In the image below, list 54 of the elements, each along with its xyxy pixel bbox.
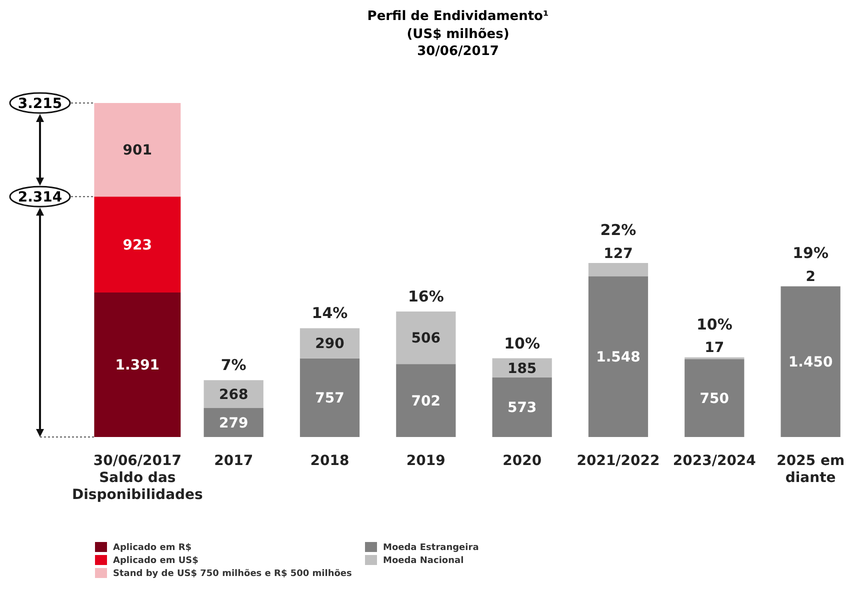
annotation: 10% [504, 334, 540, 352]
bar [204, 408, 264, 437]
data-label: 290 [315, 336, 345, 352]
x-tick-label: 2025 em diante [776, 453, 845, 486]
data-label: 279 [218, 415, 248, 432]
data-label: 1.548 [596, 349, 640, 366]
bar [94, 196, 181, 292]
bar [300, 328, 360, 358]
legend-label: Stand by de US$ 750 milhões e R$ 500 milhões [113, 569, 352, 580]
bar [684, 359, 744, 437]
bar [94, 292, 181, 437]
legend-label: Moeda Nacional [383, 556, 464, 566]
bar [396, 364, 456, 437]
data-label: 750 [700, 390, 730, 407]
data-label: 17 [704, 340, 724, 356]
bar [492, 377, 552, 437]
data-label: 702 [411, 393, 441, 410]
chart-subtitle: (US$ milhões) 30/06/2017 [406, 27, 510, 59]
data-label: 185 [507, 360, 537, 377]
annotation: 7% [220, 356, 246, 374]
data-label: 268 [218, 386, 248, 403]
x-tick-label: 2021/2022 [576, 453, 660, 469]
bar [780, 286, 840, 437]
data-label: 506 [411, 330, 441, 347]
annotation: 22% [600, 220, 636, 239]
data-label: 757 [315, 390, 344, 407]
data-label: 127 [604, 246, 633, 262]
ref-line-label: 3.215 [18, 96, 62, 112]
data-label: 1.450 [788, 354, 833, 371]
x-tick-label: 2023/2024 [672, 453, 756, 469]
bar [396, 312, 456, 364]
data-label: 901 [122, 142, 152, 159]
annotation: 10% [696, 315, 732, 334]
ref-line-label: 2.314 [18, 190, 62, 206]
legend-label: Moeda Estrangeira [383, 543, 479, 554]
annotation: 19% [792, 244, 829, 262]
chart-title: Perfil de Endividamento¹ [367, 9, 549, 24]
x-tick-label: 2020 [502, 453, 542, 469]
x-tick-label: 2018 [310, 453, 350, 469]
data-label: 923 [122, 237, 152, 254]
annotation: 16% [408, 288, 444, 306]
bar [588, 262, 648, 276]
x-tick-label: 30/06/2017 Saldo das Disponibilidades [72, 453, 203, 503]
data-label: 573 [507, 400, 537, 416]
legend-label: Aplicado em US$ [113, 556, 198, 566]
x-tick-label: 2019 [406, 453, 446, 469]
bar [94, 103, 181, 197]
x-tick-label: 2017 [214, 453, 254, 469]
data-label: 2 [806, 269, 816, 286]
bar [588, 276, 648, 437]
annotation: 14% [312, 304, 348, 322]
bar [300, 358, 360, 437]
legend-label: Aplicado em R$ [113, 543, 192, 554]
data-label: 1.391 [115, 358, 160, 374]
